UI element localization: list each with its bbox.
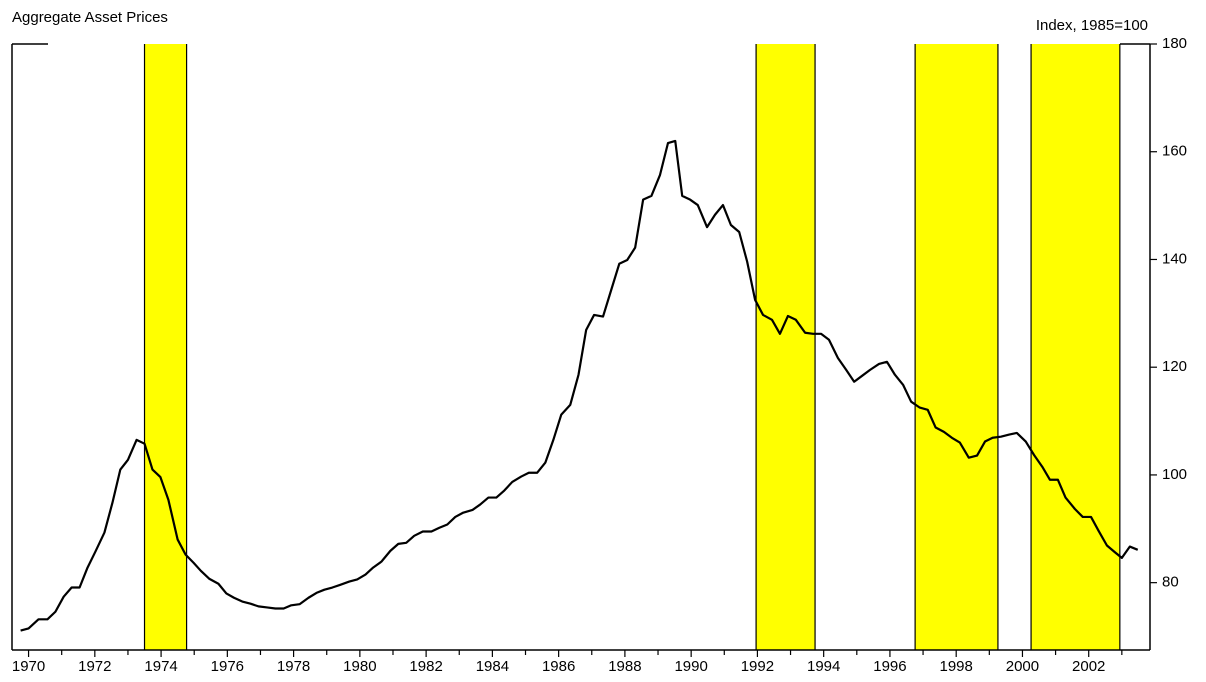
y-tick-label: 160: [1162, 143, 1187, 160]
x-tick-label: 1990: [674, 658, 707, 675]
x-tick-label: 1972: [78, 658, 111, 675]
x-tick-label: 1998: [940, 658, 973, 675]
shaded-period: [144, 44, 187, 650]
x-tick-label: 1974: [144, 658, 177, 675]
shaded-period: [756, 44, 816, 650]
chart-title: Aggregate Asset Prices: [12, 9, 168, 26]
x-tick-label: 1980: [343, 658, 376, 675]
x-tick-label: 2000: [1006, 658, 1039, 675]
y-tick-label: 180: [1162, 35, 1187, 52]
x-tick-label: 1992: [741, 658, 774, 675]
x-tick-label: 1996: [873, 658, 906, 675]
x-tick-label: 1970: [12, 658, 45, 675]
x-tick-label: 1988: [608, 658, 641, 675]
y-tick-label: 140: [1162, 250, 1187, 267]
x-tick-label: 2002: [1072, 658, 1105, 675]
x-tick-label: 1984: [476, 658, 509, 675]
y-tick-label: 80: [1162, 574, 1179, 591]
y-tick-label: 100: [1162, 466, 1187, 483]
shaded-period: [915, 44, 998, 650]
shaded-period: [1031, 44, 1120, 650]
y-axis-label: Index, 1985=100: [1036, 17, 1148, 34]
y-tick-label: 120: [1162, 358, 1187, 375]
data-line: [20, 139, 1139, 632]
x-tick-label: 1978: [277, 658, 310, 675]
x-tick-label: 1976: [211, 658, 244, 675]
x-tick-label: 1982: [409, 658, 442, 675]
x-tick-label: 1994: [807, 658, 840, 675]
x-tick-label: 1986: [542, 658, 575, 675]
